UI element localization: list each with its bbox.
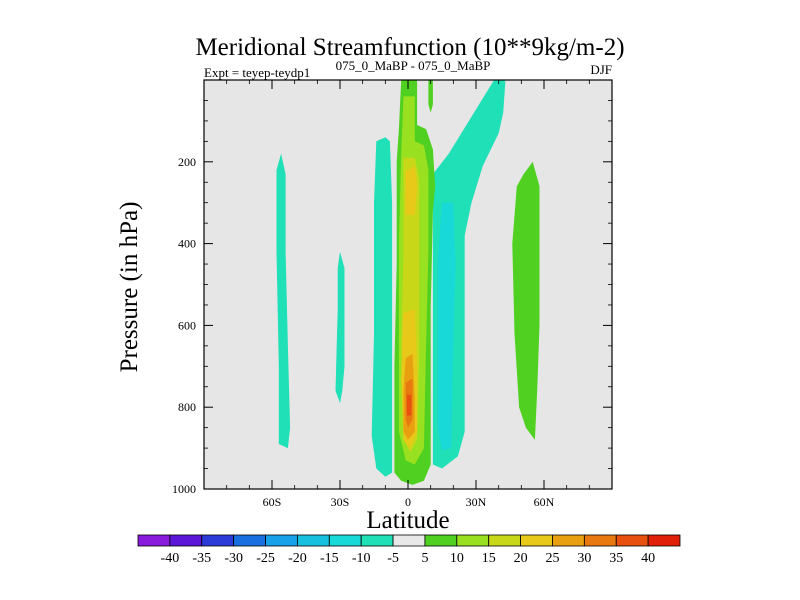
x-tick-label: 60N xyxy=(534,495,555,509)
colorbar-swatch xyxy=(456,534,490,547)
subtitle-right: DJF xyxy=(590,62,612,77)
colorbar-swatch xyxy=(647,534,681,547)
y-tick-label: 400 xyxy=(178,237,196,251)
contour-sh-tropical-negative xyxy=(371,137,393,477)
colorbar-label: -20 xyxy=(288,551,307,566)
colorbar-label: -30 xyxy=(224,551,243,566)
colorbar-label: -15 xyxy=(320,551,339,566)
x-tick-label: 0 xyxy=(405,495,411,509)
colorbar-swatch xyxy=(265,534,298,547)
colorbar-swatch xyxy=(297,534,330,547)
colorbar-swatch xyxy=(488,534,521,547)
colorbar-swatch xyxy=(583,534,617,547)
subtitle-left: Expt = teyep-teydp1 xyxy=(204,65,310,80)
contour-layer xyxy=(276,80,540,485)
colorbar-label: 15 xyxy=(482,551,496,566)
colorbar-label: -5 xyxy=(387,551,399,566)
contour-equatorial-positive-25 xyxy=(405,165,418,215)
colorbar-label: -40 xyxy=(161,551,180,566)
colorbar-swatch xyxy=(233,534,266,547)
colorbar: -40 -35 -30 -25 -20 -15 -10 -5 5 10 15 20 25 30 35 40 xyxy=(137,534,681,566)
colorbar-label: 35 xyxy=(609,551,623,566)
colorbar-swatch xyxy=(424,534,458,547)
colorbar-label: 25 xyxy=(545,551,559,566)
x-tick-label: 30S xyxy=(331,495,350,509)
colorbar-label: -35 xyxy=(192,551,211,566)
colorbar-swatch xyxy=(360,534,394,547)
colorbar-swatch xyxy=(392,534,426,547)
y-tick-label: 200 xyxy=(178,155,196,169)
y-tick-label: 800 xyxy=(178,400,196,414)
contour-equatorial-positive-north-upper xyxy=(428,80,433,113)
x-tick-label: 60S xyxy=(263,495,282,509)
contour-equatorial-positive-40 xyxy=(406,394,412,416)
colorbar-label: 30 xyxy=(577,551,591,566)
contour-nh-midlatitude-positive xyxy=(512,161,540,440)
colorbar-swatch xyxy=(169,534,203,547)
y-tick-label: 600 xyxy=(178,318,196,332)
colorbar-label: -25 xyxy=(256,551,275,566)
tick-layer: 60S 30S 0 30N 60N 200 400 600 800 1000 xyxy=(172,80,612,509)
y-tick-label: 1000 xyxy=(172,482,196,496)
colorbar-swatch xyxy=(615,534,649,547)
colorbar-swatch xyxy=(552,534,585,547)
x-axis-label: Latitude xyxy=(366,507,449,534)
colorbar-label: 10 xyxy=(450,551,464,566)
contour-sh-subtropical-negative xyxy=(335,251,345,404)
x-tick-label: 30N xyxy=(466,495,487,509)
y-axis-label: Pressure (in hPa) xyxy=(116,202,143,373)
colorbar-swatch xyxy=(520,534,553,547)
contour-sh-polar-negative xyxy=(276,153,291,449)
colorbar-label: -10 xyxy=(352,551,371,566)
chart-title: Meridional Streamfunction (10**9kg/m-2) xyxy=(195,34,624,61)
colorbar-swatch xyxy=(201,534,235,547)
colorbar-label: 20 xyxy=(514,551,528,566)
subtitle-center: 075_0_MaBP - 075_0_MaBP xyxy=(336,58,491,73)
colorbar-swatch xyxy=(137,534,171,547)
colorbar-swatch xyxy=(328,534,362,547)
contour-nh-tropical-negative-inner xyxy=(437,202,456,451)
colorbar-label: 5 xyxy=(421,551,428,566)
colorbar-label: 40 xyxy=(641,551,655,566)
